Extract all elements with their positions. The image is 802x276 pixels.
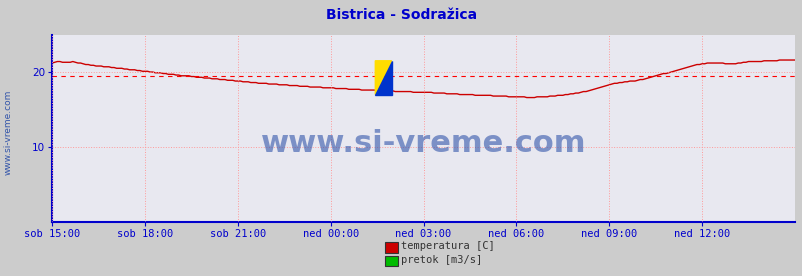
Text: Bistrica - Sodražica: Bistrica - Sodražica (326, 8, 476, 22)
Polygon shape (375, 61, 391, 95)
Polygon shape (375, 61, 391, 95)
Text: www.si-vreme.com: www.si-vreme.com (261, 129, 585, 158)
Text: pretok [m3/s]: pretok [m3/s] (401, 255, 482, 265)
Text: temperatura [C]: temperatura [C] (401, 241, 495, 251)
Text: www.si-vreme.com: www.si-vreme.com (3, 90, 12, 175)
